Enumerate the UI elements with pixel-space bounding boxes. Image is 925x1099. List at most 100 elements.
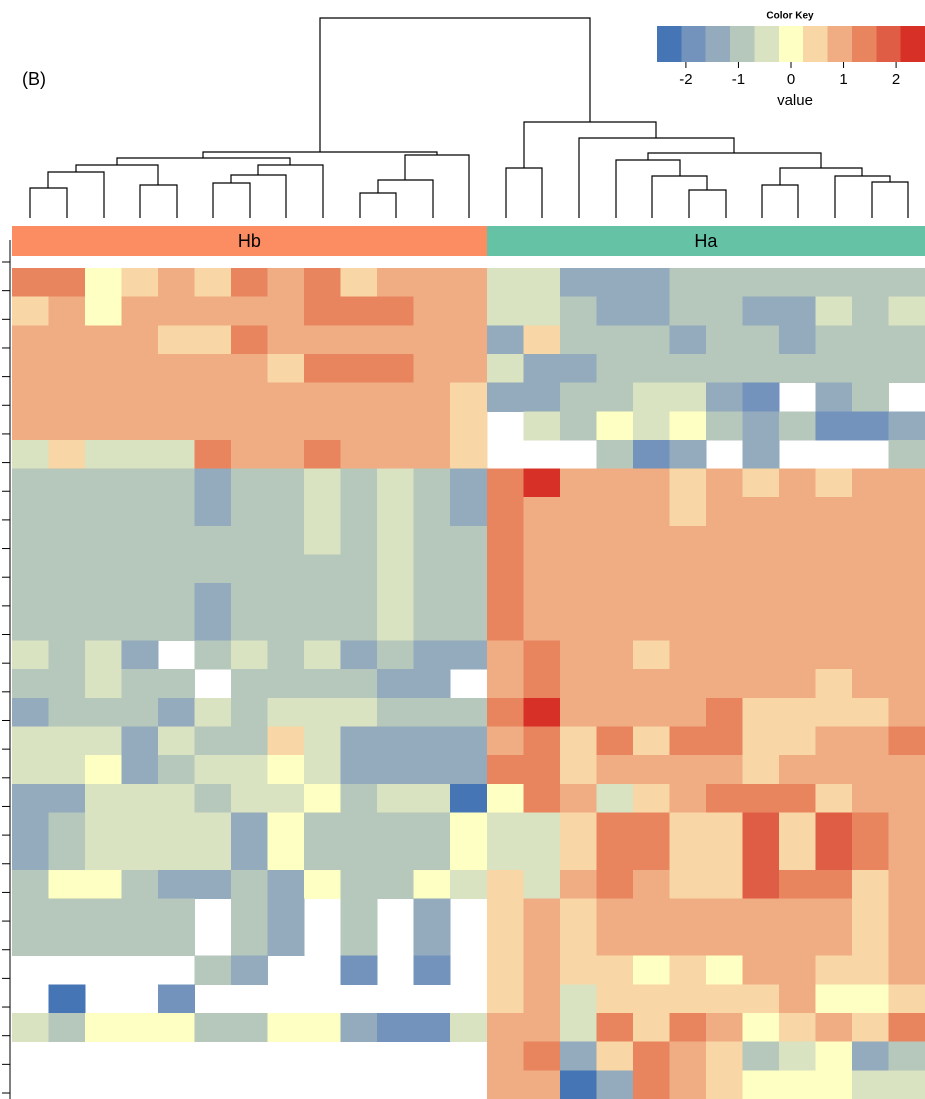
heat-cell (559, 1041, 597, 1071)
heat-cell (413, 382, 451, 412)
heat-cell (742, 812, 780, 842)
heat-cell (888, 697, 925, 727)
heat-cell (523, 411, 561, 441)
heat-cell (304, 783, 342, 813)
heat-cell (742, 783, 780, 813)
heat-cell (267, 927, 305, 957)
heat-cell (888, 755, 925, 785)
heat-cell (742, 1041, 780, 1071)
heat-cell (450, 783, 488, 813)
heat-cell (304, 697, 342, 727)
heat-cell (851, 611, 889, 642)
heat-cell (413, 325, 451, 355)
heat-cell (888, 1041, 925, 1071)
heat-cell (413, 611, 451, 642)
heat-cell (669, 497, 707, 527)
heat-cell (340, 841, 378, 871)
heat-cell (523, 325, 561, 355)
heat-cell (669, 268, 707, 298)
heat-cell (815, 583, 853, 613)
heat-cell (121, 611, 159, 642)
color-key-bin (754, 26, 780, 62)
heat-cell (267, 898, 305, 928)
heat-cell (851, 984, 889, 1014)
group-cell (12, 226, 50, 256)
heat-cell (85, 554, 123, 584)
heat-cell (596, 268, 634, 298)
heat-cell (12, 554, 50, 584)
heat-cell (304, 812, 342, 842)
heat-cell (486, 268, 524, 298)
heat-cell (231, 898, 269, 928)
heat-cell (194, 783, 232, 813)
heat-cell (486, 468, 524, 498)
heat-cell (778, 611, 816, 642)
heat-cell (85, 927, 123, 957)
heat-cell (121, 1013, 159, 1043)
heat-cell (523, 1070, 561, 1099)
heat-cell (12, 268, 50, 298)
heat-cell (669, 783, 707, 813)
heat-cell (596, 439, 634, 470)
group-cell (742, 226, 780, 256)
heat-cell (12, 497, 50, 527)
heat-cell (413, 669, 451, 699)
heat-cell (304, 296, 342, 326)
heat-cell (888, 611, 925, 642)
heat-cell (194, 296, 232, 326)
heat-cell (559, 1070, 597, 1099)
heat-cell (523, 898, 561, 928)
group-cell (48, 226, 86, 256)
heat-cell (669, 611, 707, 642)
heat-cell (377, 697, 415, 727)
heat-cell (121, 755, 159, 785)
heat-cell (194, 439, 232, 470)
color-key-bin (778, 26, 804, 62)
heat-cell (705, 783, 743, 813)
heat-cell (413, 955, 451, 985)
heat-cell (596, 869, 634, 899)
heat-cell (596, 697, 634, 727)
heat-cell (121, 497, 159, 527)
heat-cell (450, 439, 488, 470)
heat-cell (340, 955, 378, 985)
heat-cell (486, 955, 524, 985)
heat-cell (377, 353, 415, 384)
heat-cell (158, 468, 196, 498)
heat-cell (523, 812, 561, 842)
heat-cell (304, 325, 342, 355)
heat-cell (377, 468, 415, 498)
heat-cell (815, 325, 853, 355)
group-cell (85, 226, 123, 256)
heat-cell (742, 268, 780, 298)
heat-cell (669, 812, 707, 842)
heat-cell (559, 411, 597, 441)
heat-cell (413, 640, 451, 670)
heat-cell (523, 1013, 561, 1043)
heat-cell (705, 927, 743, 957)
heat-cell (778, 525, 816, 556)
heat-cell (632, 812, 670, 842)
heat-cell (231, 955, 269, 985)
heat-cell (194, 468, 232, 498)
heat-cell (851, 468, 889, 498)
heat-cell (632, 1070, 670, 1099)
heat-cell (377, 325, 415, 355)
group-cell (559, 226, 597, 256)
heat-cell (267, 1013, 305, 1043)
heat-cell (158, 411, 196, 441)
heat-cell (559, 955, 597, 985)
heat-cell (158, 583, 196, 613)
heat-cell (267, 640, 305, 670)
heat-cell (48, 669, 86, 699)
heat-cell (267, 268, 305, 298)
heat-cell (413, 554, 451, 584)
group-cell (705, 226, 743, 256)
color-key-bin (730, 26, 755, 62)
heat-cell (815, 1013, 853, 1043)
heat-cell (778, 640, 816, 670)
heat-cell (851, 325, 889, 355)
heat-cell (413, 268, 451, 298)
heat-cell (450, 583, 488, 613)
